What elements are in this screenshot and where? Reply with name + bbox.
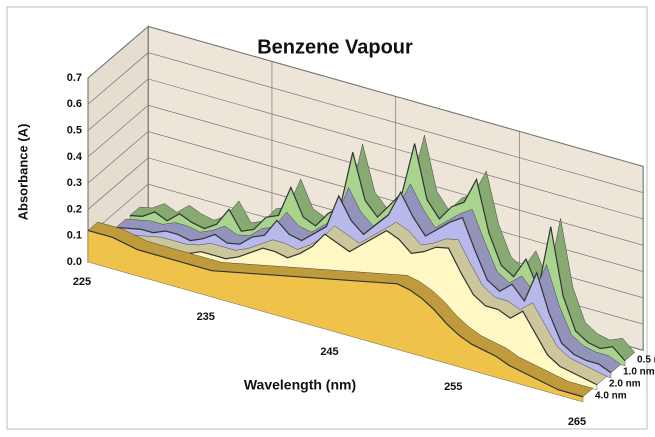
x-tick-label: 225 [73, 276, 91, 288]
y-tick-label: 0.6 [67, 98, 82, 110]
x-axis-label: Wavelength (nm) [244, 377, 356, 393]
y-tick-label: 0.4 [67, 151, 83, 163]
legend-label: 2.0 nm [609, 379, 641, 390]
x-tick-label: 245 [320, 346, 338, 358]
legend-label: 4.0 nm [595, 391, 627, 402]
y-tick-label: 0.3 [67, 177, 82, 189]
y-tick-label: 0.5 [67, 124, 82, 136]
y-tick-label: 0.1 [67, 230, 82, 242]
y-tick-label: 0.0 [67, 256, 82, 268]
x-tick-label: 265 [568, 416, 586, 428]
chart-title: Benzene Vapour [257, 36, 413, 58]
legend-label: 0.5 nm [637, 355, 655, 366]
y-axis-label: Absorbance (A) [15, 124, 30, 221]
area-line [87, 229, 584, 398]
x-tick-label: 235 [197, 311, 215, 323]
area-line [129, 143, 626, 362]
x-tick-label: 255 [444, 381, 462, 393]
area-line [115, 191, 612, 374]
y-tick-label: 0.7 [67, 72, 82, 84]
legend-label: 1.0 nm [623, 367, 655, 378]
y-tick-label: 0.2 [67, 203, 82, 215]
